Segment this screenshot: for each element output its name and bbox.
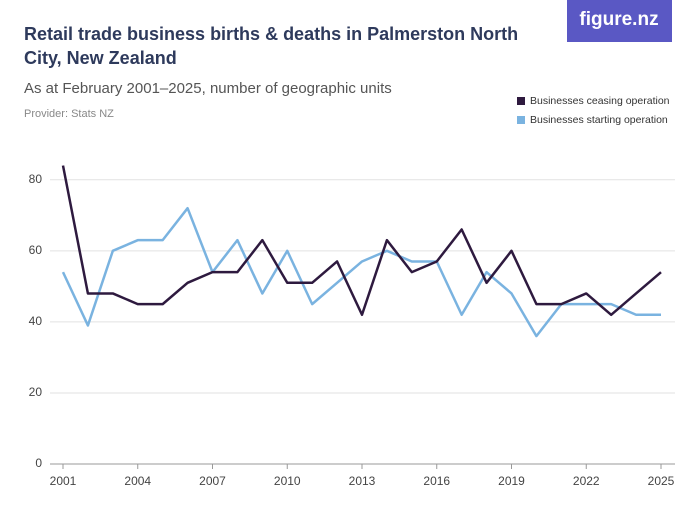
- x-tick-label: 2025: [648, 474, 675, 488]
- y-tick-label: 80: [29, 172, 43, 186]
- x-tick-label: 2022: [573, 474, 600, 488]
- x-tick-label: 2016: [423, 474, 450, 488]
- brand: figure.nz: [579, 9, 658, 30]
- series-line: [61, 165, 662, 317]
- chart-title: Retail trade business births & deaths in…: [24, 24, 519, 68]
- legend-swatch: [517, 97, 525, 105]
- legend-swatch: [517, 116, 525, 124]
- y-tick-label: 0: [35, 456, 42, 470]
- y-tick-label: 60: [29, 243, 43, 257]
- legend-label: Businesses ceasing operation: [530, 95, 670, 107]
- provider: Provider: Stats NZ: [24, 108, 114, 120]
- x-tick-label: 2013: [349, 474, 376, 488]
- series-line: [61, 206, 661, 338]
- legend-label: Businesses starting operation: [530, 114, 668, 126]
- x-tick-label: 2010: [274, 474, 301, 488]
- x-tick-label: 2004: [124, 474, 151, 488]
- x-tick-label: 2001: [50, 474, 77, 488]
- brand-badge: [567, 0, 672, 42]
- y-tick-label: 40: [29, 314, 43, 328]
- y-tick-label: 20: [29, 385, 43, 399]
- x-tick-label: 2019: [498, 474, 525, 488]
- subtitle: As at February 2001–2025, number of geog…: [24, 80, 392, 97]
- x-tick-label: 2007: [199, 474, 226, 488]
- title-box: Retail trade business births & deaths in…: [24, 24, 519, 68]
